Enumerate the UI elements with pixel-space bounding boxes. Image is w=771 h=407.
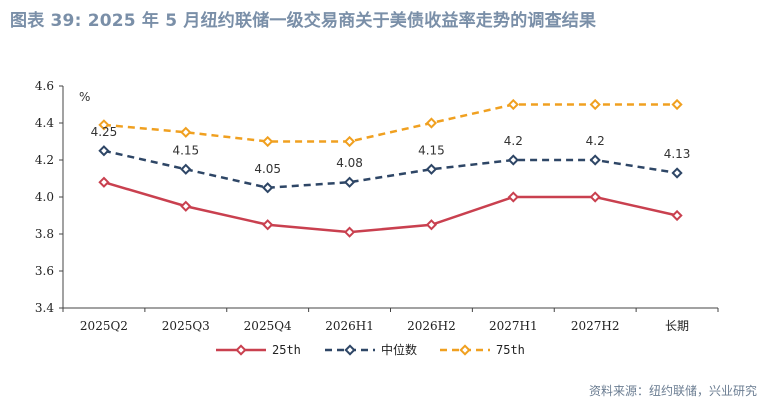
data-point (507, 98, 519, 111)
x-tick-label: 2026H2 (407, 319, 456, 333)
axes: 3.4 3.6 3.8 4.0 4.2 4.4 4.6 2025Q2 2025Q3 2025Q4 2… (35, 79, 719, 333)
data-point (589, 191, 601, 203)
data-label: 4.2 (586, 134, 605, 148)
data-label: 4.13 (664, 147, 691, 161)
data-point (98, 145, 110, 157)
series-layer (98, 98, 683, 238)
legend-swatch-marker (235, 344, 247, 356)
data-point (343, 176, 356, 188)
data-point (180, 163, 192, 175)
data-label: 4.15 (418, 143, 445, 157)
data-point (507, 191, 519, 203)
data-point (507, 154, 519, 166)
legend-item-75th: 75th (440, 343, 525, 357)
legend-label: 25th (272, 343, 301, 357)
chart-title: 图表 39: 2025 年 5 月纽约联储一级交易商关于美债收益率走势的调查结果 (10, 11, 597, 31)
series-line (103, 103, 678, 143)
data-label: 4.25 (91, 125, 118, 139)
data-point (671, 209, 683, 222)
legend-item-中位数: 中位数 (325, 342, 417, 357)
data-point (262, 182, 274, 194)
y-tick-label: 4.0 (35, 190, 54, 204)
x-tick-label: 长期 (665, 319, 689, 333)
data-label: 4.2 (504, 134, 523, 148)
data-point (262, 219, 274, 231)
data-point (180, 126, 192, 138)
data-point (425, 163, 438, 175)
data-label: 4.15 (172, 143, 199, 157)
legend-label: 75th (496, 343, 525, 357)
legend-label: 中位数 (381, 342, 417, 357)
data-point (425, 219, 438, 231)
series-line (103, 181, 678, 234)
data-label: 4.08 (336, 156, 363, 170)
source-note: 资料来源：纽约联储，兴业研究 (588, 384, 757, 398)
data-point (425, 117, 438, 129)
x-tick-label: 2025Q2 (80, 319, 128, 333)
y-tick-label: 4.2 (35, 153, 54, 167)
data-point (589, 98, 601, 111)
y-tick-label: 3.6 (35, 264, 54, 278)
data-point (180, 200, 192, 212)
y-tick-label: 3.4 (35, 301, 54, 315)
legend-item-25th: 25th (216, 343, 301, 357)
x-tick-label: 2025Q3 (162, 319, 210, 333)
data-point (589, 154, 601, 166)
x-tick-label: 2025Q4 (244, 319, 292, 333)
data-point (262, 135, 274, 148)
legend-swatch-marker (344, 344, 356, 356)
series-中位数 (98, 145, 683, 194)
legend-swatch-marker (459, 344, 471, 356)
data-point (671, 98, 683, 111)
y-tick-label: 3.8 (35, 227, 54, 241)
series-75th (98, 98, 683, 148)
data-point (98, 176, 110, 188)
y-tick-label: 4.4 (35, 116, 54, 130)
data-point (98, 119, 110, 131)
legend: 25th 中位数 75th (216, 342, 525, 357)
data-labels: 4.25 4.15 4.05 4.08 4.15 4.2 4.2 4.13 (91, 125, 691, 176)
series-25th (98, 176, 683, 238)
data-point (343, 135, 356, 148)
data-point (671, 167, 683, 179)
series-line (103, 149, 678, 190)
data-label: 4.05 (254, 162, 281, 176)
x-tick-label: 2027H1 (489, 319, 538, 333)
data-point (343, 226, 356, 238)
y-unit-label: % (79, 90, 90, 104)
x-tick-label: 2027H2 (571, 319, 620, 333)
y-tick-label: 4.6 (35, 79, 54, 93)
x-tick-label: 2026H1 (325, 319, 374, 333)
